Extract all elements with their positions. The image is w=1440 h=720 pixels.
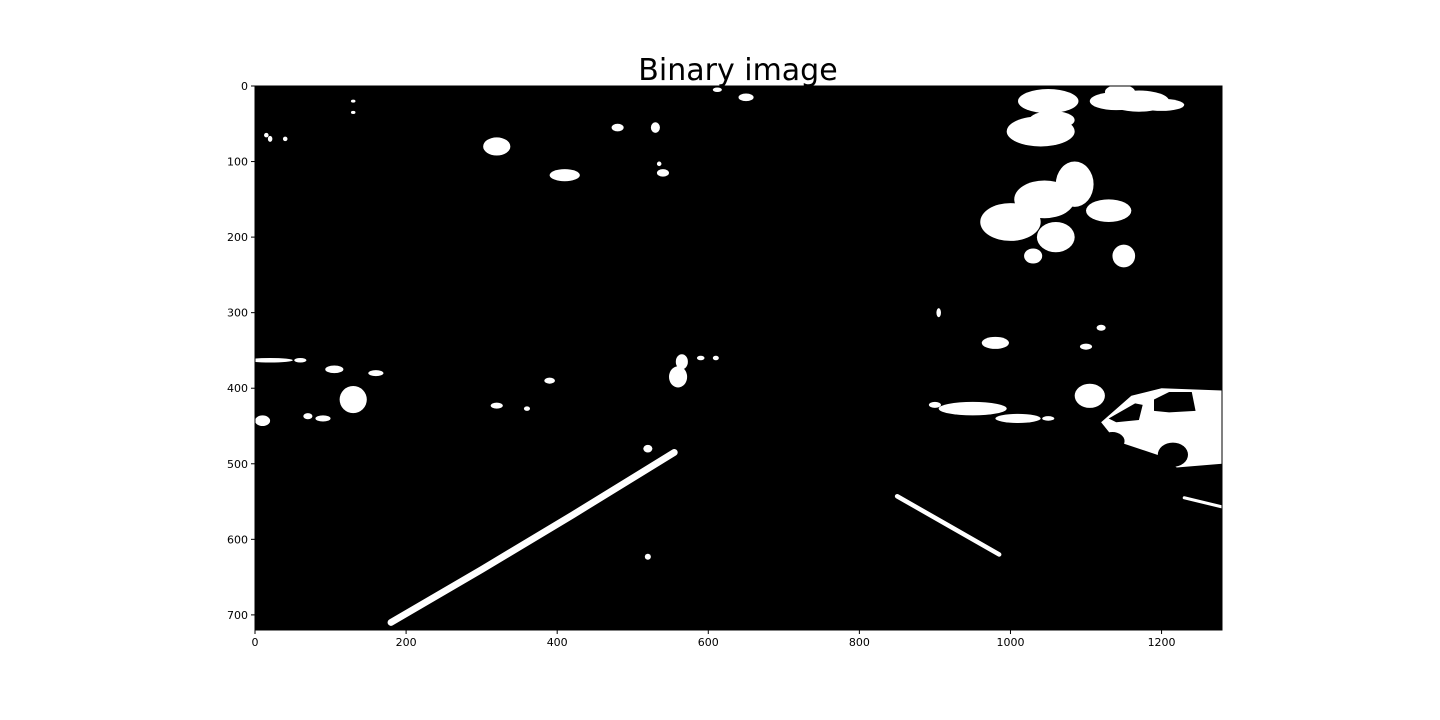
white-blob — [712, 355, 719, 361]
white-blob — [936, 308, 941, 318]
car-window — [1154, 392, 1196, 413]
white-blob — [1096, 324, 1106, 331]
y-tick-label: 100 — [227, 156, 248, 169]
car-window — [1108, 403, 1143, 423]
y-tick-label: 0 — [241, 80, 248, 93]
white-blob — [549, 169, 580, 182]
chart-title: Binary image — [638, 53, 837, 88]
white-blob — [675, 354, 688, 370]
white-blob — [981, 336, 1009, 349]
y-tick-label: 300 — [227, 307, 248, 320]
white-blob — [738, 93, 754, 102]
white-blob — [247, 358, 293, 363]
y-tick-label: 500 — [227, 458, 248, 471]
white-blob — [1112, 244, 1136, 268]
white-blob — [1079, 343, 1093, 350]
x-axis: 0 200 400 600 800 1000 1200 — [252, 630, 1176, 649]
x-tick-label: 200 — [396, 636, 417, 649]
white-blob — [1055, 161, 1094, 207]
x-tick-label: 1000 — [996, 636, 1024, 649]
white-blob — [668, 366, 688, 388]
white-blob — [1024, 248, 1043, 264]
right-edge-segment — [1182, 496, 1224, 509]
white-blob — [1036, 222, 1075, 253]
y-tick-label: 400 — [227, 382, 248, 395]
white-blob — [1042, 416, 1055, 421]
white-blob — [696, 355, 705, 361]
white-blob — [1018, 89, 1079, 114]
white-blob — [325, 365, 344, 374]
white-blob — [928, 401, 941, 408]
white-blob — [490, 402, 503, 409]
white-blob — [294, 358, 307, 363]
white-blob — [644, 553, 651, 560]
white-blob — [1074, 383, 1105, 408]
white-blob — [712, 87, 722, 93]
y-tick-label: 600 — [227, 533, 248, 546]
white-blob — [315, 415, 331, 422]
white-blob — [264, 132, 269, 138]
white-blob — [656, 161, 662, 167]
white-blob — [350, 99, 356, 103]
white-blob — [995, 413, 1041, 423]
white-blob — [1086, 199, 1132, 222]
y-tick-label: 700 — [227, 609, 248, 622]
right-lane-line — [894, 494, 1002, 557]
white-blob — [1138, 98, 1185, 111]
white-blob — [643, 444, 653, 453]
white-blob — [303, 413, 313, 420]
x-tick-label: 400 — [547, 636, 568, 649]
white-blob — [1029, 110, 1075, 130]
white-blob — [938, 401, 1007, 416]
white-blob — [650, 122, 660, 133]
y-axis: 0 100 200 300 400 500 600 700 — [227, 80, 255, 622]
y-tick-label: 200 — [227, 231, 248, 244]
white-blob — [350, 110, 356, 114]
plot-frame — [254, 85, 1223, 631]
white-blob — [656, 169, 669, 177]
white-blob — [1089, 92, 1143, 111]
x-tick-label: 600 — [698, 636, 719, 649]
white-blob — [523, 406, 530, 411]
white-blob — [544, 377, 555, 384]
plot-area — [247, 84, 1224, 631]
white-blob — [483, 137, 511, 156]
white-blob — [267, 135, 273, 142]
car-wheel — [1157, 442, 1189, 467]
white-blob — [368, 370, 384, 377]
white-blob — [611, 123, 624, 132]
x-tick-label: 0 — [252, 636, 259, 649]
white-blob — [282, 136, 288, 142]
white-blob — [255, 415, 271, 426]
car-wheel — [1100, 432, 1125, 451]
x-tick-label: 800 — [849, 636, 870, 649]
left-lane-line — [387, 449, 678, 626]
white-blob — [339, 385, 367, 414]
x-tick-label: 1200 — [1148, 636, 1176, 649]
